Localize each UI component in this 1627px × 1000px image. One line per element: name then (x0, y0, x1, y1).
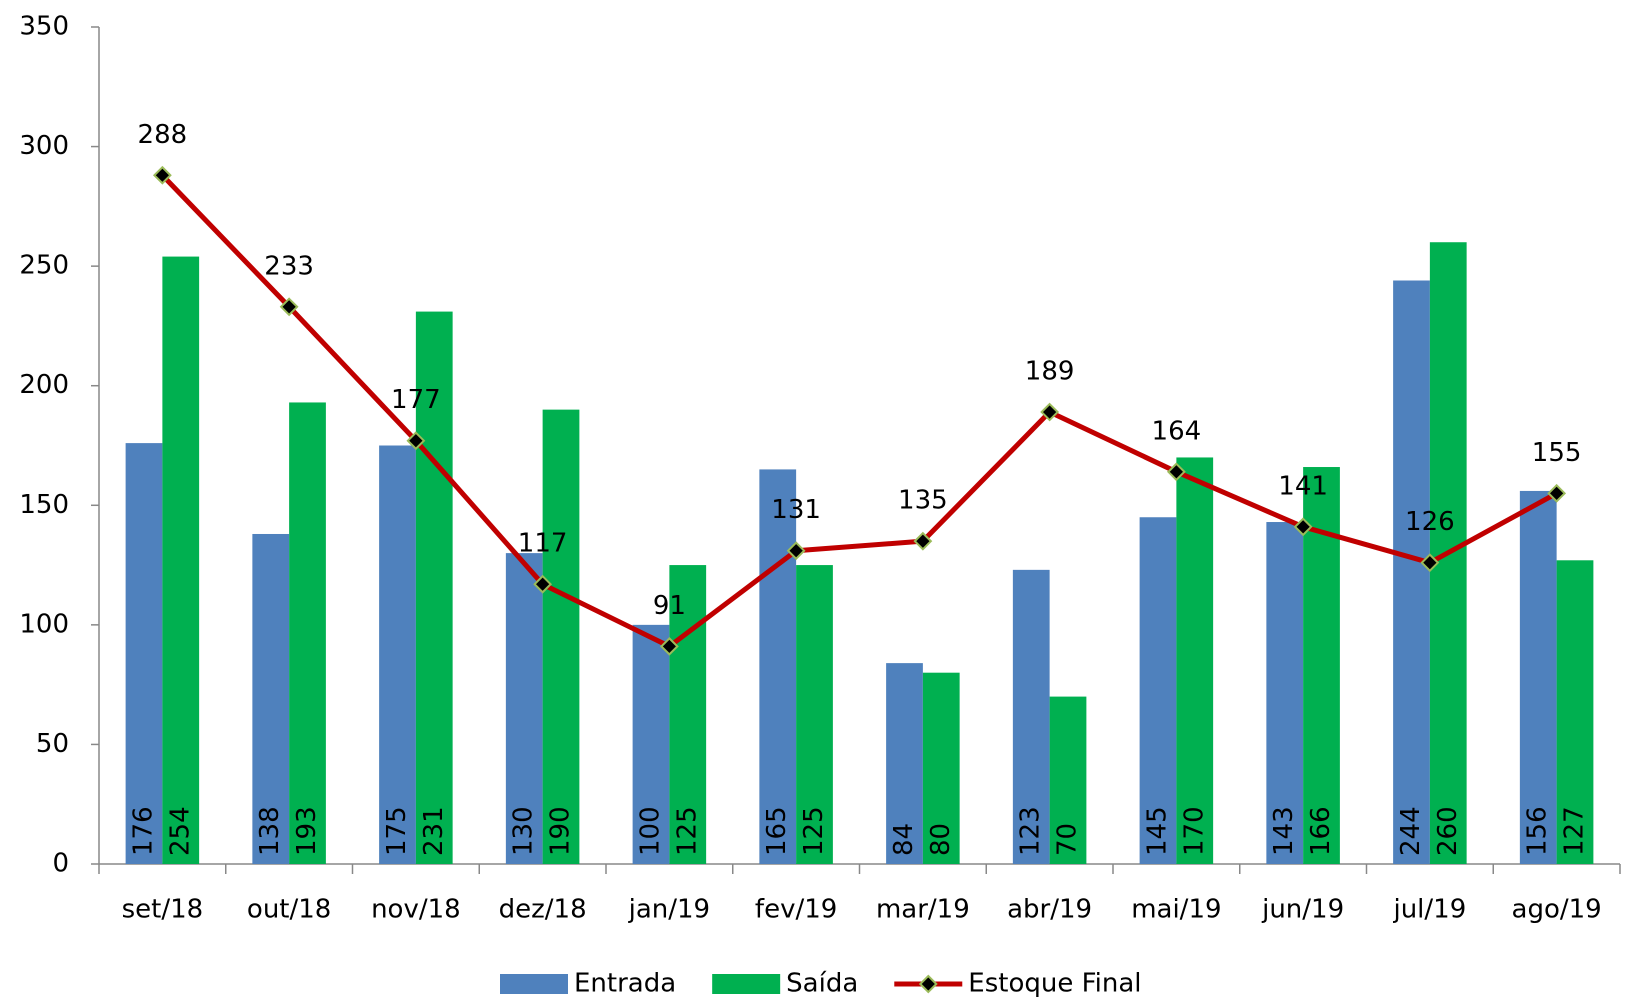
legend-label: Estoque Final (968, 969, 1141, 999)
line-value-label: 117 (518, 529, 568, 559)
x-tick-label: abr/19 (1007, 895, 1092, 925)
x-tick-label: mar/19 (876, 895, 970, 925)
line-value-label: 135 (898, 486, 948, 516)
x-tick-label: set/18 (122, 895, 204, 925)
line-marker (1040, 402, 1060, 422)
line-value-label: 131 (771, 495, 821, 525)
bar (415, 311, 453, 865)
legend-swatch (500, 974, 568, 994)
line-value-label: 155 (1532, 438, 1582, 468)
bar-value-label: 145 (1142, 806, 1172, 856)
bar (289, 402, 326, 864)
bar-value-label: 165 (762, 806, 792, 856)
line-marker (786, 541, 806, 561)
line-marker (279, 297, 299, 317)
bar (1176, 457, 1214, 864)
bar (669, 565, 707, 864)
x-tick-label: jan/19 (628, 895, 710, 925)
bar-value-label: 127 (1560, 806, 1590, 856)
line-marker (1547, 483, 1567, 503)
line-marker (533, 574, 553, 594)
bar (1556, 560, 1594, 864)
bar-value-label: 170 (1179, 806, 1209, 856)
bar (162, 256, 200, 864)
bar-value-label: 231 (419, 806, 449, 856)
x-tick-label: jul/19 (1392, 895, 1466, 925)
line-value-label: 91 (653, 591, 686, 621)
bar (1139, 517, 1177, 864)
x-tick-label: mai/19 (1131, 895, 1221, 925)
x-tick-label: fev/19 (755, 895, 837, 925)
bar-value-label: 125 (672, 806, 702, 856)
y-tick-label: 250 (19, 251, 69, 281)
bar-value-label: 138 (255, 806, 285, 856)
x-tick-label: ago/19 (1512, 895, 1602, 925)
bar (1266, 522, 1304, 864)
legend-label: Saída (786, 969, 858, 999)
bar-value-label: 100 (635, 806, 665, 856)
bar-value-label: 193 (292, 806, 322, 856)
bar (1519, 490, 1557, 864)
bar (886, 663, 923, 864)
bar-value-label: 123 (1016, 806, 1046, 856)
y-tick-label: 300 (19, 131, 69, 161)
bar-value-label: 166 (1306, 806, 1336, 856)
line-value-label: 126 (1405, 507, 1455, 537)
line-marker (659, 636, 679, 656)
y-tick-label: 0 (52, 849, 69, 879)
legend-label: Entrada (574, 969, 676, 999)
y-tick-label: 50 (36, 729, 69, 759)
bar (1049, 696, 1087, 864)
line-marker (406, 431, 426, 451)
legend-swatch (712, 974, 781, 994)
y-tick-label: 350 (19, 12, 69, 42)
bar-value-label: 175 (382, 806, 412, 856)
bar (1012, 569, 1050, 864)
bar-value-label: 176 (128, 806, 158, 856)
bar-value-label: 156 (1523, 806, 1553, 856)
line-value-label: 189 (1025, 357, 1075, 387)
bar (796, 565, 833, 864)
y-tick-label: 150 (19, 490, 69, 520)
line-value-label: 164 (1152, 416, 1202, 446)
line-marker (152, 165, 172, 185)
bar (252, 533, 290, 864)
bar-value-label: 254 (165, 806, 195, 856)
bar (125, 443, 163, 864)
bar-value-label: 70 (1053, 823, 1083, 856)
bar-value-label: 80 (926, 823, 956, 856)
bar (1393, 280, 1430, 864)
line-marker (1166, 462, 1186, 482)
bar-value-label: 190 (546, 806, 576, 856)
y-tick-label: 200 (19, 370, 69, 400)
bar (542, 409, 580, 864)
x-tick-label: out/18 (247, 895, 331, 925)
y-tick-label: 100 (19, 609, 69, 639)
line-marker (1420, 553, 1440, 573)
bar (922, 672, 960, 864)
x-tick-label: jun/19 (1261, 895, 1344, 925)
legend-marker (918, 974, 938, 994)
x-tick-label: nov/18 (371, 895, 461, 925)
line-marker (913, 531, 933, 551)
x-tick-label: dez/18 (499, 895, 587, 925)
bar-value-label: 260 (1433, 806, 1463, 856)
bar-value-label: 130 (509, 806, 539, 856)
line-marker (1293, 517, 1313, 537)
bar (759, 469, 797, 864)
bar (379, 445, 416, 864)
line-value-label: 141 (1278, 471, 1328, 501)
bar (505, 553, 543, 864)
line-value-label: 177 (391, 385, 441, 415)
line (160, 173, 1558, 649)
bar-value-label: 143 (1269, 806, 1299, 856)
line-value-label: 233 (264, 251, 314, 281)
bar-value-label: 125 (799, 806, 829, 856)
line-value-label: 288 (138, 120, 188, 150)
bar (632, 624, 670, 864)
bar-value-label: 244 (1396, 806, 1426, 856)
bar-value-label: 84 (889, 823, 919, 856)
